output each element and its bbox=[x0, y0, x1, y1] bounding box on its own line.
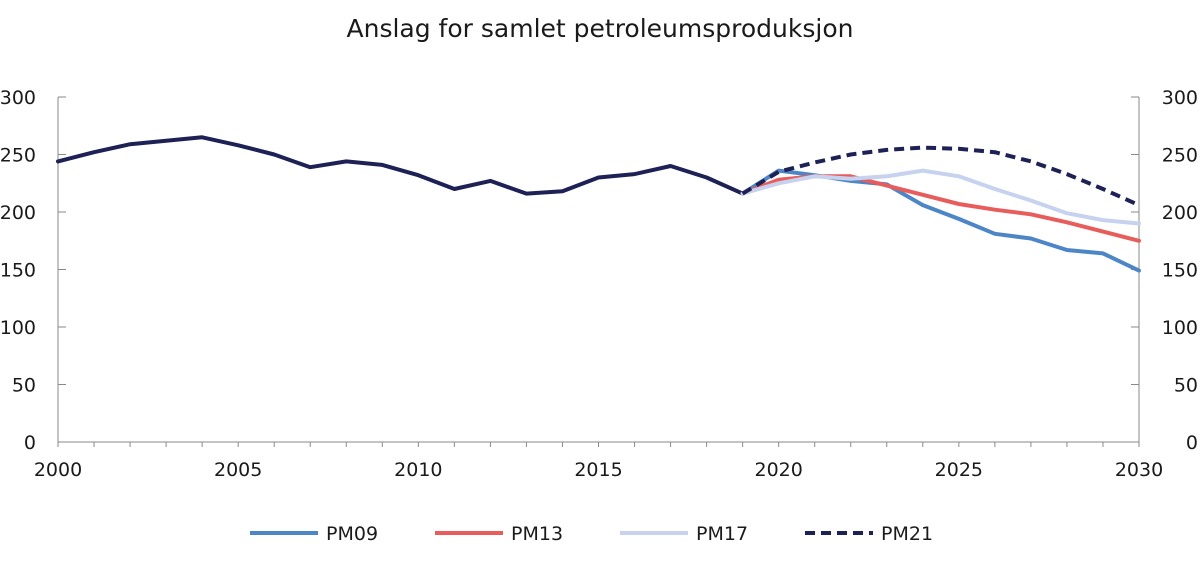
legend-label-pm17: PM17 bbox=[696, 523, 748, 545]
x-tick-label: 2030 bbox=[1115, 459, 1163, 481]
series-line-pm09 bbox=[740, 168, 1141, 273]
right-y-tick-label: 250 bbox=[1162, 145, 1198, 167]
series-line-pm17 bbox=[740, 168, 1141, 226]
plot-area bbox=[56, 135, 1141, 273]
left-y-tick-label: 150 bbox=[0, 260, 36, 282]
right-y-tick-label: 200 bbox=[1162, 202, 1198, 224]
chart-axes: 0 0 50 50 100 100 150 150 200 200 250 250 300 300 2000… bbox=[0, 87, 1198, 481]
x-tick-label: 2010 bbox=[394, 459, 442, 481]
x-tick-label: 2005 bbox=[214, 459, 262, 481]
right-y-tick-label: 50 bbox=[1174, 375, 1198, 397]
right-y-tick-label: 150 bbox=[1162, 260, 1198, 282]
x-tick-label: 2015 bbox=[574, 459, 622, 481]
left-y-tick-label: 300 bbox=[0, 87, 36, 109]
right-y-tick-label: 0 bbox=[1186, 432, 1198, 454]
x-tick-label: 2000 bbox=[34, 459, 82, 481]
history-line bbox=[56, 135, 745, 196]
legend-label-pm13: PM13 bbox=[511, 523, 563, 545]
series-line-pm21 bbox=[741, 145, 1140, 207]
series-line-pm13 bbox=[740, 174, 1141, 243]
left-y-tick-label: 100 bbox=[0, 317, 36, 339]
left-y-tick-label: 0 bbox=[24, 432, 36, 454]
legend-label-pm21: PM21 bbox=[881, 523, 933, 545]
chart-title: Anslag for samlet petroleumsproduksjon bbox=[347, 14, 854, 43]
left-y-tick-label: 200 bbox=[0, 202, 36, 224]
x-tick-label: 2020 bbox=[754, 459, 802, 481]
right-y-tick-label: 100 bbox=[1162, 317, 1198, 339]
right-y-tick-label: 300 bbox=[1162, 87, 1198, 109]
left-y-tick-label: 250 bbox=[0, 145, 36, 167]
left-y-tick-label: 50 bbox=[12, 375, 36, 397]
x-tick-label: 2025 bbox=[935, 459, 983, 481]
legend-label-pm09: PM09 bbox=[326, 523, 378, 545]
chart-legend: PM09 PM13 PM17 PM21 bbox=[250, 523, 933, 545]
